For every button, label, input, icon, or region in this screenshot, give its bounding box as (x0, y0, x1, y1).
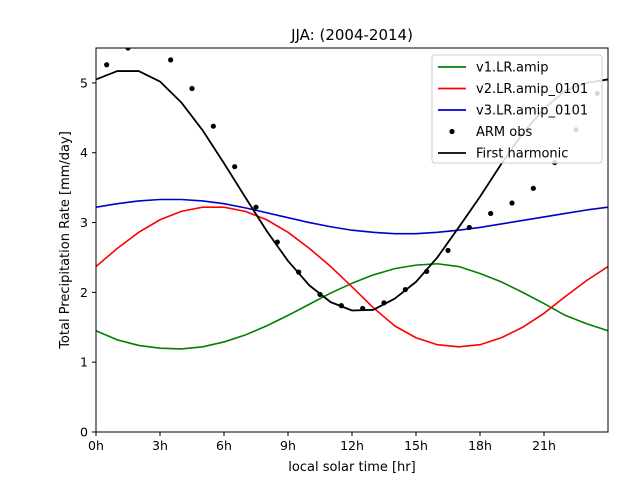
y-tick-label: 4 (80, 145, 88, 160)
data-point-arm-obs (189, 85, 195, 92)
data-point-arm-obs (509, 200, 515, 206)
x-tick-label: 3h (152, 438, 168, 453)
y-tick-label: 5 (80, 75, 88, 90)
x-tick-label: 0h (88, 438, 104, 453)
legend-label: v1.LR.amip (476, 61, 549, 76)
data-point-arm-obs (530, 185, 536, 191)
data-point-arm-obs (232, 164, 238, 170)
x-axis-label: local solar time [hr] (288, 460, 415, 475)
x-tick-label: 9h (280, 438, 296, 453)
data-point-arm-obs (466, 224, 472, 231)
legend: v1.LR.amip v2.LR.amip_0101 v3.LR.amip_0101… (431, 54, 603, 164)
x-tick-label: 12h (340, 438, 364, 453)
series-line-v2-lr-amip-0101 (96, 206, 608, 348)
legend-label: v3.LR.amip_0101 (476, 104, 588, 119)
legend-label: v2.LR.amip_0101 (476, 82, 588, 97)
chart-title: JJA: (2004-2014) (290, 26, 413, 44)
data-point-arm-obs (210, 123, 216, 129)
y-tick-label: 3 (80, 215, 88, 230)
y-tick-label: 0 (80, 425, 88, 440)
series-line-v1-lr-amip (96, 262, 608, 350)
x-tick-label: 21h (532, 438, 556, 453)
y-tick-label: 2 (80, 285, 88, 300)
data-point-arm-obs (168, 57, 174, 63)
x-tick-label: 15h (404, 438, 428, 453)
x-tick-label: 18h (468, 438, 492, 453)
data-point-arm-obs (253, 204, 259, 210)
data-point-arm-obs (125, 48, 131, 51)
legend-swatch (449, 128, 455, 135)
axes: 0h 3h 6h 9h 12h 15h 18h 21h 0 1 2 3 4 5 (80, 47, 609, 453)
y-tick-label: 1 (80, 355, 88, 370)
data-point-arm-obs (104, 62, 110, 68)
legend-label: ARM obs (476, 125, 532, 140)
x-tick-label: 6h (216, 438, 232, 453)
legend-label: First harmonic (476, 147, 568, 162)
y-axis-label: Total Precipitation Rate [mm/day] (58, 131, 73, 350)
legend-box (431, 54, 603, 164)
series-line-v3-lr-amip-0101 (96, 198, 608, 235)
data-point-arm-obs (445, 247, 451, 254)
data-point-arm-obs (488, 210, 494, 217)
